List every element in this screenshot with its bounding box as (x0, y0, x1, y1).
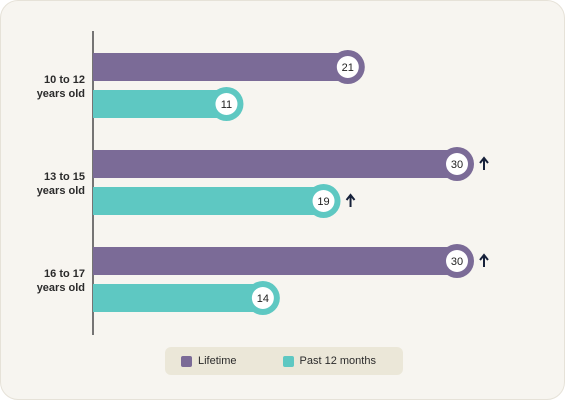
bar (93, 150, 457, 178)
data-label: 14 (257, 293, 269, 305)
data-label: 30 (451, 159, 463, 171)
bar (93, 247, 457, 275)
category-label: 13 to 15 years old (36, 171, 85, 197)
legend-swatch-past-12-months (282, 355, 294, 367)
category-label: 16 to 17 years old (36, 268, 85, 294)
category-label: 10 to 12 years old (36, 74, 85, 100)
legend-swatch-lifetime (181, 355, 192, 367)
legend-item-lifetime: Lifetime (181, 355, 237, 367)
data-label: 11 (221, 99, 232, 111)
bar (93, 187, 324, 215)
up-arrow-icon (345, 193, 356, 207)
data-label: 30 (451, 256, 463, 268)
bar (93, 90, 227, 118)
bar-end-dot (251, 287, 274, 309)
bar-end-dot (215, 93, 238, 115)
legend-label-lifetime: Lifetime (198, 355, 237, 367)
data-label: 19 (317, 196, 329, 208)
bar-end-dot (446, 153, 468, 175)
bar-end-dot (336, 56, 359, 78)
legend-item-past-12-months: Past 12 months (282, 355, 376, 367)
legend-label-past-12-months: Past 12 months (299, 355, 376, 367)
bar-end-dot (446, 250, 468, 272)
up-arrow-icon (479, 156, 489, 170)
up-arrow-icon (479, 253, 489, 267)
data-label: 21 (342, 62, 354, 74)
bar (93, 284, 263, 312)
legend: Lifetime Past 12 months (165, 347, 403, 375)
bar (93, 53, 348, 81)
bar-end-dot (312, 190, 335, 212)
